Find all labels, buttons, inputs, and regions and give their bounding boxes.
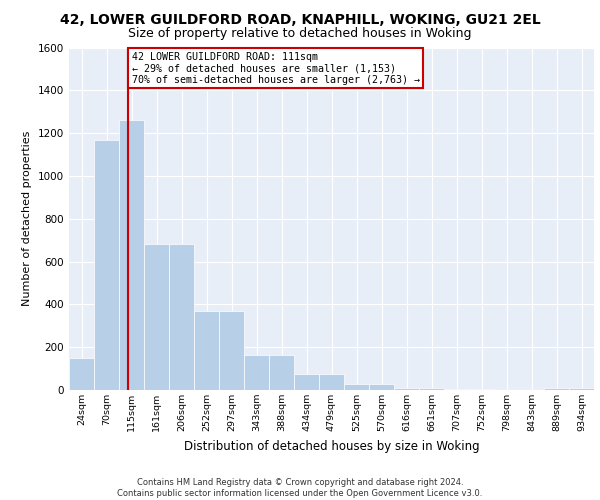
Y-axis label: Number of detached properties: Number of detached properties <box>22 131 32 306</box>
Bar <box>394 388 419 390</box>
Bar <box>269 354 294 390</box>
Bar <box>369 384 394 390</box>
Bar <box>194 311 219 390</box>
Bar <box>344 384 369 390</box>
Text: Contains HM Land Registry data © Crown copyright and database right 2024.
Contai: Contains HM Land Registry data © Crown c… <box>118 478 482 498</box>
Bar <box>319 374 344 390</box>
Bar <box>69 358 94 390</box>
Bar <box>169 244 194 390</box>
Bar <box>419 388 444 390</box>
Bar <box>544 388 569 390</box>
Bar <box>569 388 594 390</box>
Text: 42 LOWER GUILDFORD ROAD: 111sqm
← 29% of detached houses are smaller (1,153)
70%: 42 LOWER GUILDFORD ROAD: 111sqm ← 29% of… <box>131 52 419 85</box>
Text: 42, LOWER GUILDFORD ROAD, KNAPHILL, WOKING, GU21 2EL: 42, LOWER GUILDFORD ROAD, KNAPHILL, WOKI… <box>59 12 541 26</box>
Bar <box>219 311 244 390</box>
Bar <box>144 244 169 390</box>
Bar <box>119 120 144 390</box>
Bar <box>469 389 494 390</box>
Bar <box>444 389 469 390</box>
Bar <box>94 140 119 390</box>
Text: Size of property relative to detached houses in Woking: Size of property relative to detached ho… <box>128 28 472 40</box>
Bar <box>294 374 319 390</box>
Bar <box>244 354 269 390</box>
X-axis label: Distribution of detached houses by size in Woking: Distribution of detached houses by size … <box>184 440 479 452</box>
